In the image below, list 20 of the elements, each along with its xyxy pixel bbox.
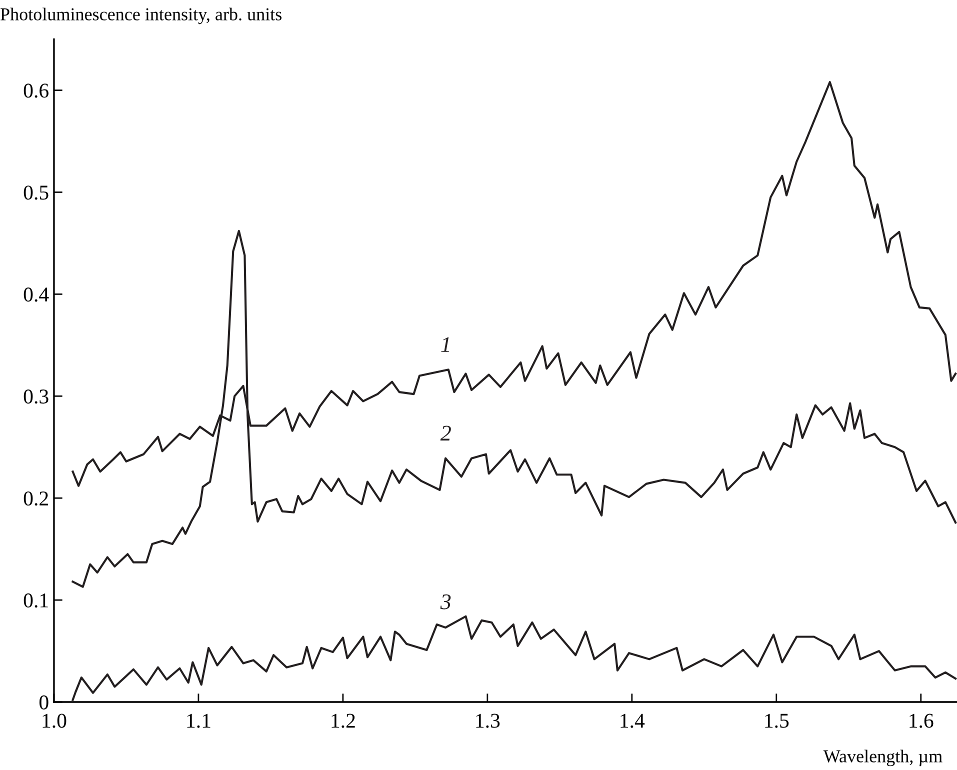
- y-tick-label: 0.3: [24, 390, 48, 404]
- y-tick-label: 0.5: [24, 186, 48, 200]
- series-label: 2: [440, 426, 451, 440]
- y-tick-label: 0.1: [24, 593, 48, 608]
- y-tick-label: 0.2: [24, 491, 48, 506]
- series-label: 3: [440, 594, 451, 610]
- x-tick-label: 1.1: [187, 714, 210, 728]
- x-tick-label: 1.4: [620, 714, 645, 728]
- x-axis-title: Wavelength, µm: [823, 750, 942, 766]
- x-tick-label: 1.3: [476, 714, 500, 728]
- x-tick-label: 1.2: [332, 714, 355, 728]
- y-tick-label: 0: [39, 695, 48, 710]
- line-series: [72, 615, 957, 702]
- y-tick-label: 0.6: [24, 84, 48, 98]
- series-label: 1: [441, 337, 450, 352]
- y-tick-label: 0.4: [24, 288, 49, 302]
- x-tick-label: 1.0: [42, 714, 66, 728]
- x-tick-label: 1.6: [910, 714, 934, 728]
- x-tick-label: 1.5: [765, 714, 789, 728]
- y-axis-title: Photoluminescence intensity, arb. units: [0, 8, 282, 24]
